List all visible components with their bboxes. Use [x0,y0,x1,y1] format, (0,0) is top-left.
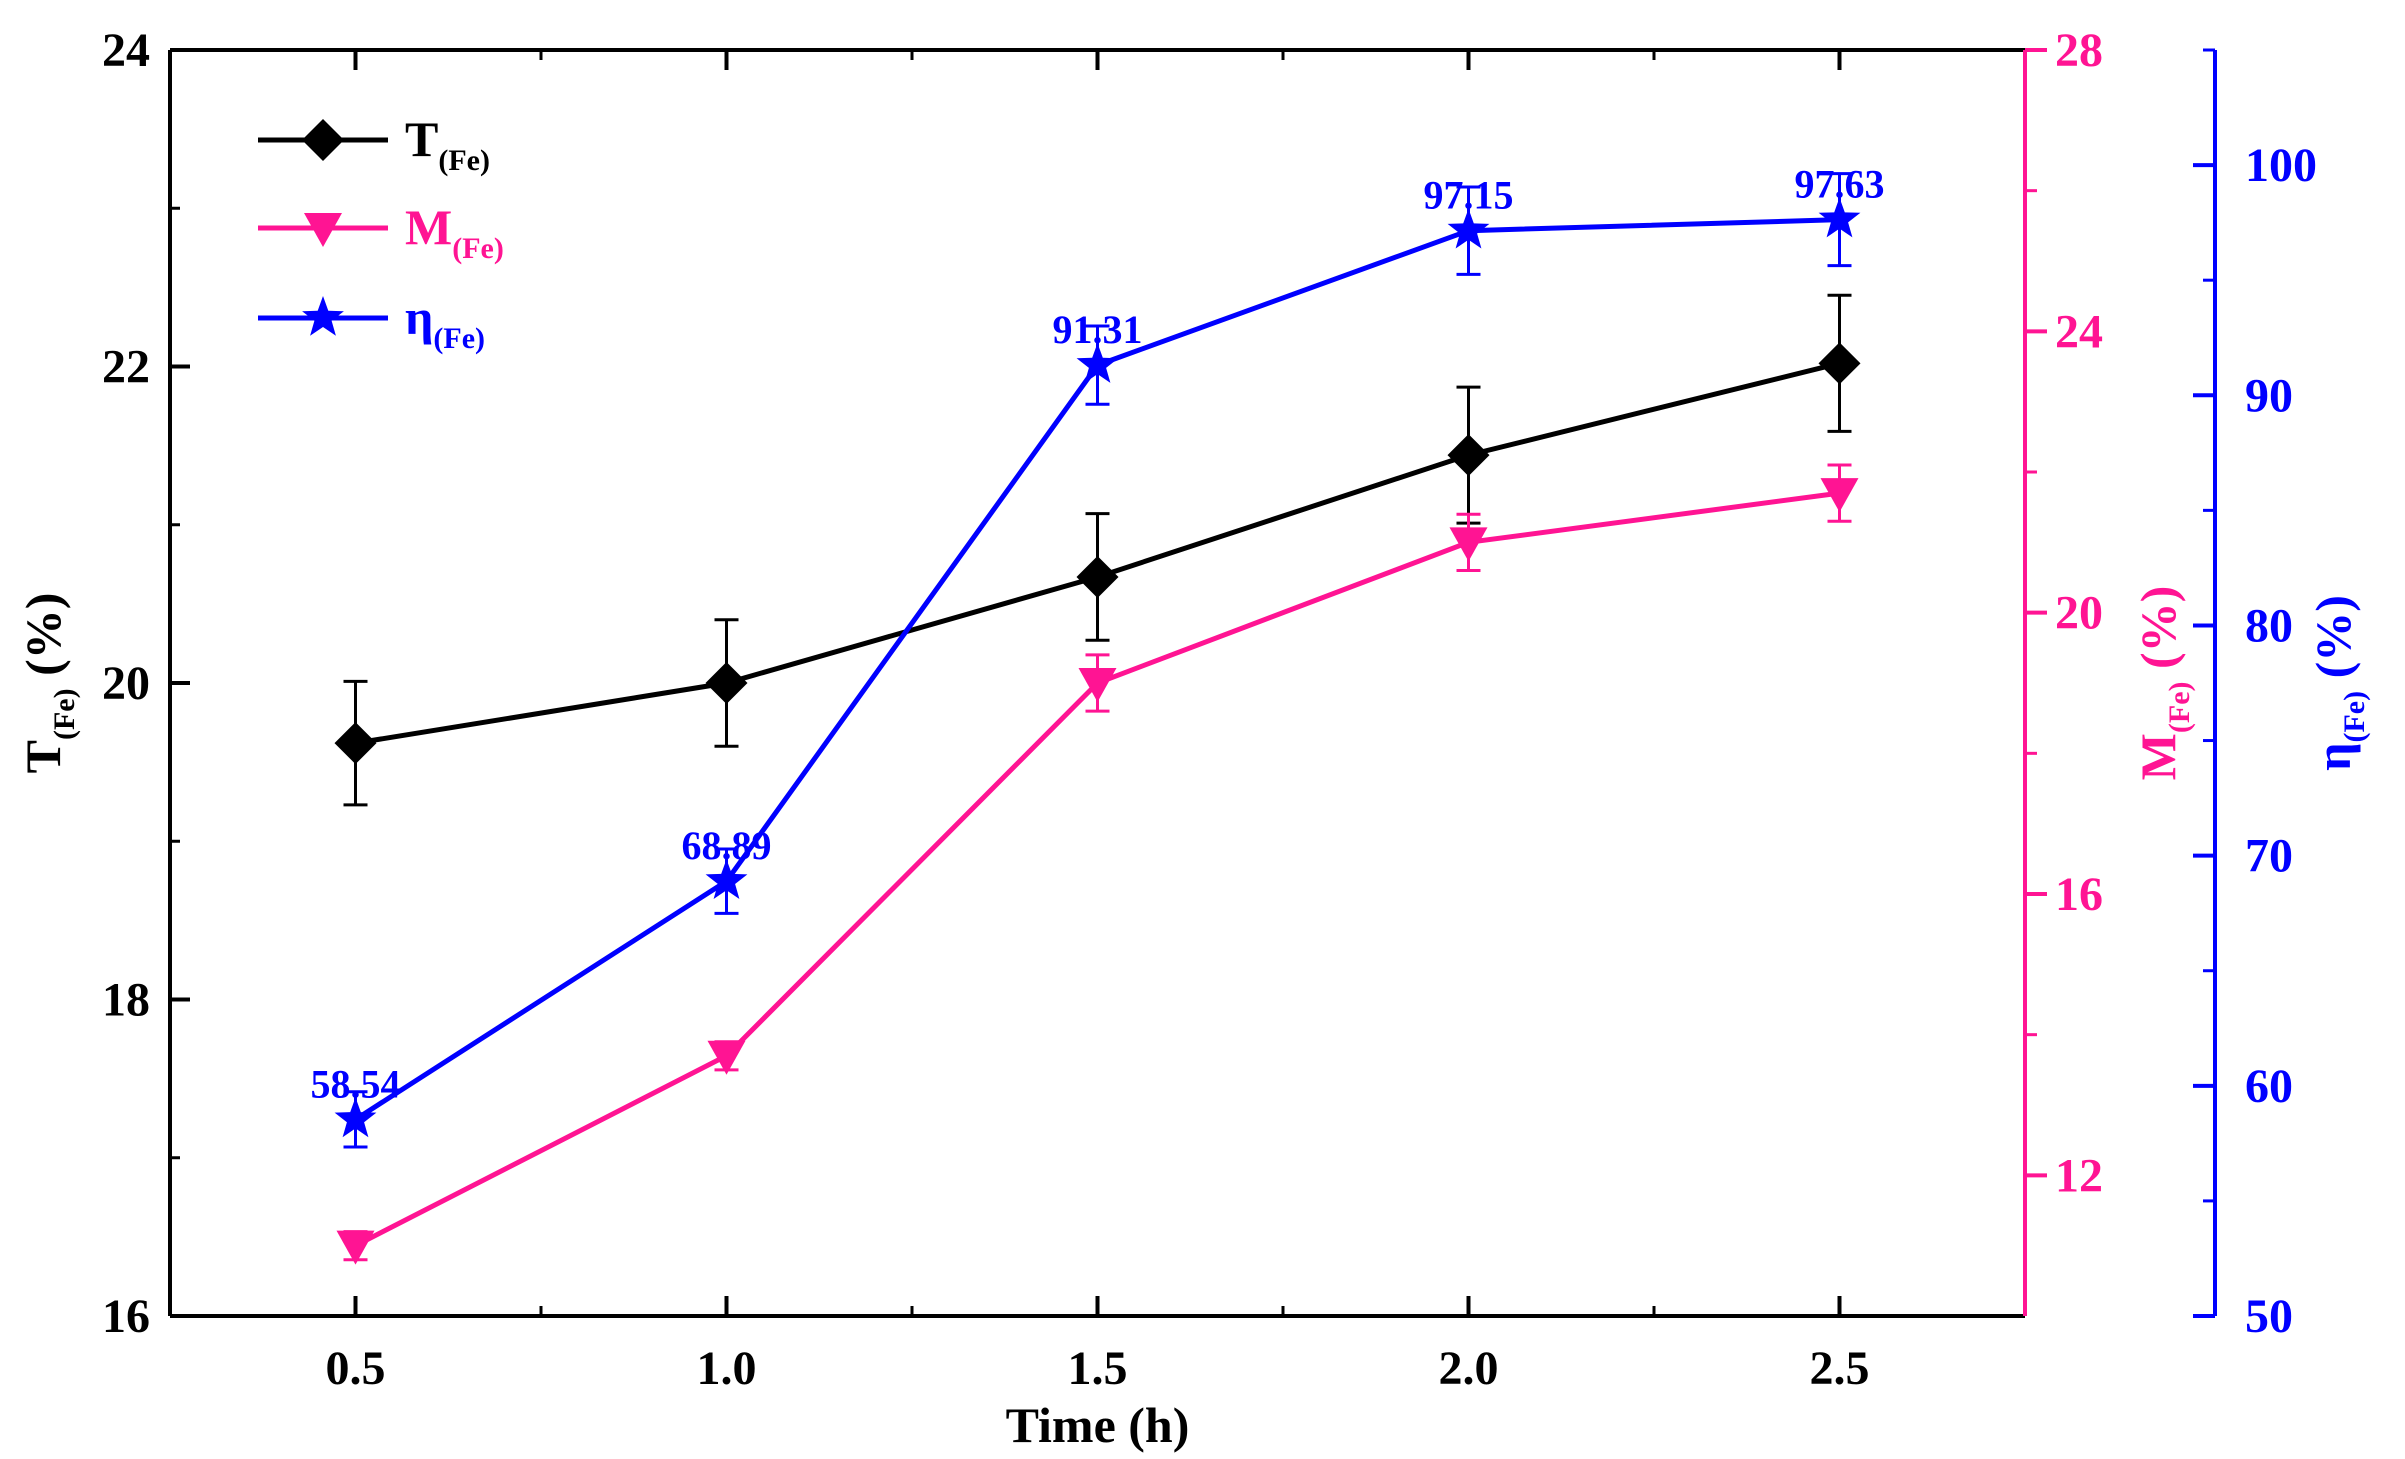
y-left-tick-label: 22 [102,341,150,394]
data-label: 68.89 [682,823,772,868]
data-label: 97.63 [1795,162,1885,207]
data-point-η [1447,208,1490,249]
x-axis-title: Time (h) [1006,1397,1190,1453]
y-m-tick-label: 12 [2055,1149,2103,1202]
y-left-tick-label: 24 [102,24,150,77]
axis-titles: Time (h) T(Fe) (%) M(Fe) (%) η(Fe) (%) [15,586,2371,1453]
data-point-T [1076,555,1119,598]
legend-label: M(Fe) [405,199,504,265]
x-tick-label: 0.5 [326,1342,386,1395]
x-tick-label: 1.5 [1068,1342,1128,1395]
y-eta-tick-label: 70 [2245,830,2293,883]
x-tick-label: 2.0 [1439,1342,1499,1395]
data-point-η [1076,343,1119,383]
data-point-M [1449,527,1488,562]
y-eta-tick-label: 90 [2245,369,2293,422]
y-eta-tick-label: 50 [2245,1290,2293,1343]
data-point-T [705,662,748,704]
y-m-title: M(Fe) (%) [2130,586,2196,781]
data-point-M [336,1230,375,1265]
y-m-tick-label: 20 [2055,587,2103,640]
legend-label: η(Fe) [405,289,485,355]
data-point-M [707,1040,746,1075]
x-tick-label: 1.0 [697,1342,757,1395]
y-m-tick-label: 16 [2055,868,2103,921]
tick-labels: 0.5 1.0 1.5 2.0 2.5 16 18 20 22 24 12 16 20 24 28 50 60 7… [102,24,2317,1395]
y-left-title: T(Fe) (%) [15,593,81,774]
data-point-T [334,722,377,765]
y-eta-tick-label: 100 [2245,139,2317,192]
y-m-tick-label: 28 [2055,24,2103,77]
legend: T(Fe) M(Fe) η(Fe) [258,111,504,355]
data-point-η [705,859,748,899]
x-tick-label: 2.5 [1810,1342,1870,1395]
data-label: 58.54 [311,1061,401,1106]
data-point-M [1078,668,1117,702]
y-eta-tick-label: 80 [2245,599,2293,652]
data-label: 97.15 [1424,173,1514,218]
y-eta-tick-label: 60 [2245,1060,2293,1113]
data-point-T [1447,434,1490,477]
data-point-η [334,1097,377,1138]
data-point-η [1818,197,1861,238]
y-left-tick-label: 16 [102,1290,150,1343]
y-eta-title: η(Fe) (%) [2305,595,2371,771]
series-layer: 58.54 68.89 91.31 97.15 97.63 [302,119,1885,1265]
data-label: 91.31 [1053,307,1143,352]
legend-label: T(Fe) [405,111,490,177]
y-left-tick-label: 18 [102,974,150,1027]
y-left-tick-label: 20 [102,657,150,710]
y-m-tick-label: 24 [2055,305,2103,358]
tick-marks [170,48,2215,1318]
data-point-M [1820,478,1859,513]
data-point-T [1818,342,1861,385]
